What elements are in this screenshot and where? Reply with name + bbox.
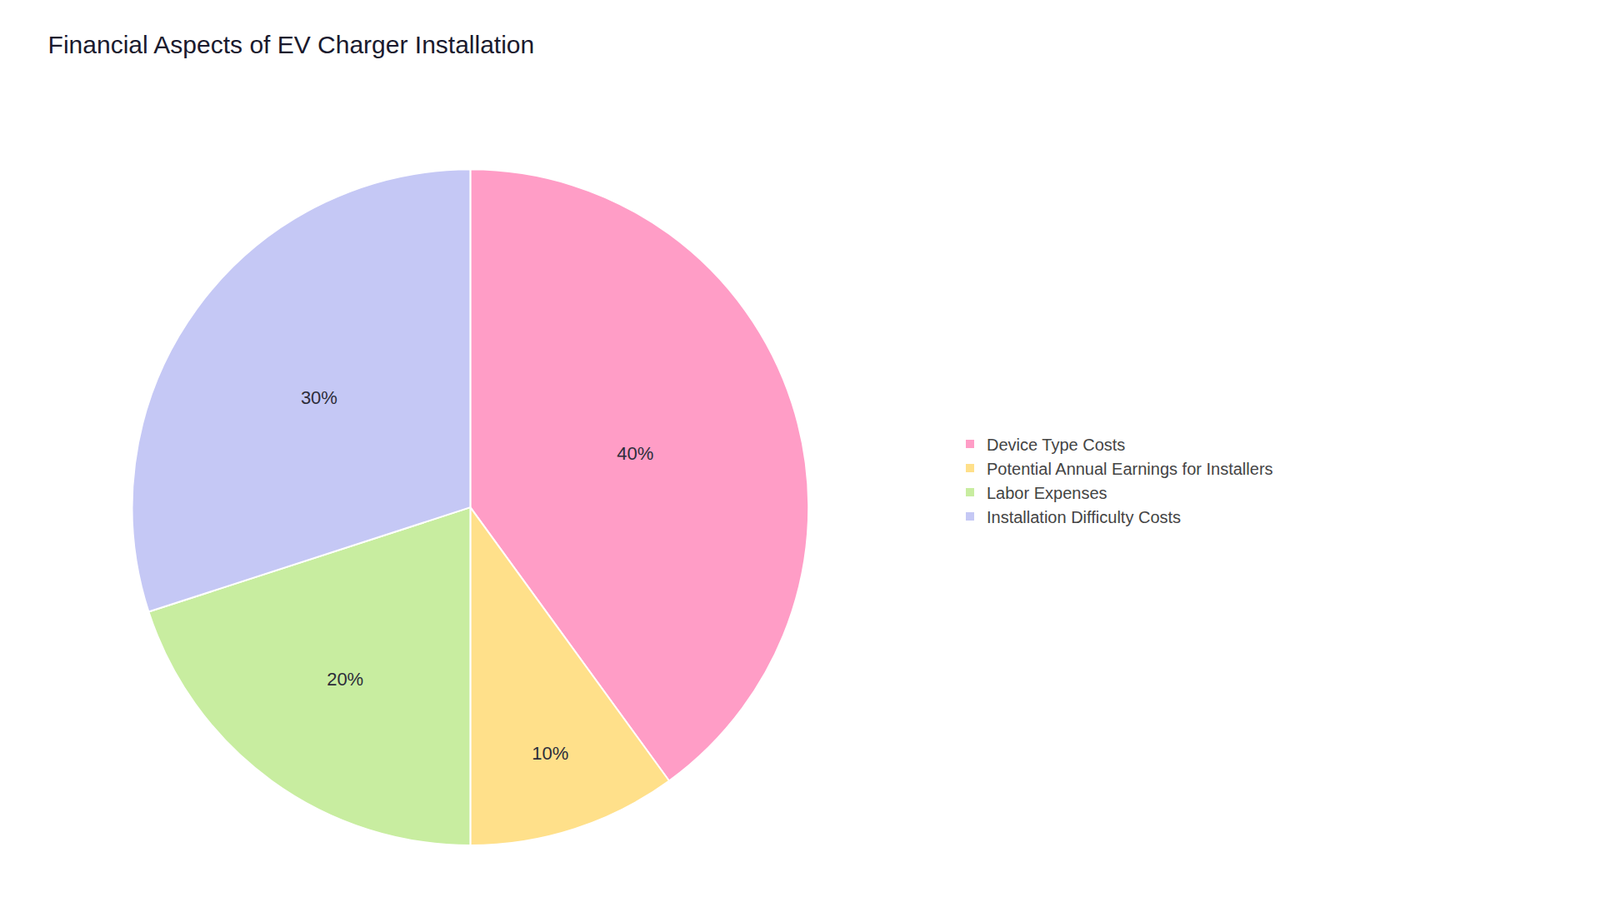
svg-text:40%: 40% — [616, 443, 654, 465]
svg-text:Financial Aspects of EV Charge: Financial Aspects of EV Charger Installa… — [48, 30, 535, 59]
svg-text:20%: 20% — [326, 669, 364, 690]
svg-text:Potential Annual Earnings for: Potential Annual Earnings for Installers — [986, 460, 1274, 479]
svg-text:Device Type Costs: Device Type Costs — [986, 435, 1125, 455]
svg-text:30%: 30% — [300, 387, 338, 409]
svg-text:10%: 10% — [531, 743, 569, 765]
svg-text:Installation Difficulty Costs: Installation Difficulty Costs — [986, 508, 1181, 527]
svg-text:Labor Expenses: Labor Expenses — [986, 484, 1108, 503]
